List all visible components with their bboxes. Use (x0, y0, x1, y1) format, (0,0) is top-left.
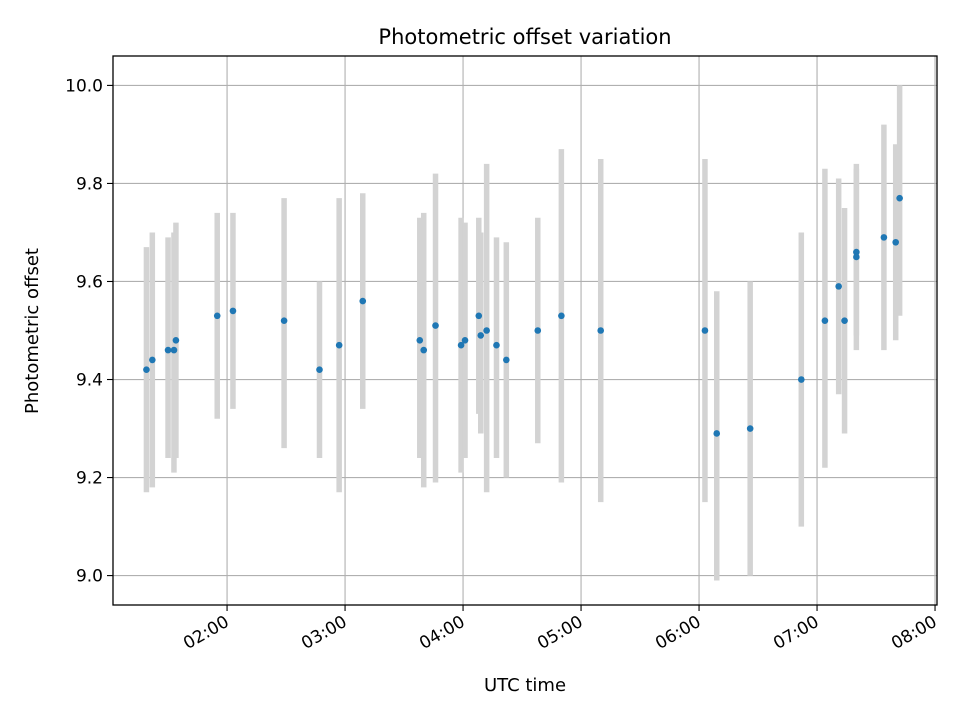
data-point (359, 297, 367, 305)
data-point (880, 234, 888, 241)
data-point (416, 337, 424, 344)
y-tick-label: 9.8 (76, 174, 103, 194)
data-point (213, 312, 221, 320)
data-point (164, 346, 172, 354)
data-point (835, 283, 842, 290)
data-points (143, 194, 903, 437)
data-point (335, 341, 343, 349)
data-point (746, 425, 754, 432)
data-point (896, 194, 903, 202)
y-axis-ticks: 9.0 9.2 9.4 9.6 9.8 10.0 (65, 76, 113, 587)
data-point (503, 356, 510, 364)
y-tick-label: 10.0 (65, 76, 103, 96)
data-point (461, 337, 469, 344)
y-tick-label: 9.0 (76, 567, 103, 587)
y-tick-label: 9.4 (76, 371, 103, 391)
data-point (597, 327, 605, 334)
data-point (143, 366, 150, 374)
data-point (841, 317, 848, 324)
chart-title: Photometric offset variation (378, 25, 671, 49)
plot-area-frame (112, 55, 938, 606)
data-point (172, 337, 180, 344)
data-point (457, 341, 465, 349)
data-point (713, 430, 721, 437)
data-point (534, 327, 542, 334)
data-point (475, 312, 483, 320)
data-point (477, 332, 485, 339)
data-point (853, 253, 860, 261)
data-point (229, 307, 237, 315)
data-point (280, 317, 288, 324)
data-point (483, 327, 490, 334)
x-axis-title: UTC time (484, 675, 566, 696)
data-point (892, 238, 900, 246)
data-point (149, 356, 156, 364)
data-point (821, 317, 829, 324)
data-point (170, 346, 178, 354)
data-point (558, 312, 565, 320)
y-tick-label: 9.2 (76, 469, 103, 489)
data-point (798, 376, 805, 383)
data-point (432, 322, 439, 329)
data-point (316, 366, 323, 374)
data-point (701, 327, 709, 334)
data-point (420, 346, 428, 354)
y-axis-title: Photometric offset (22, 248, 43, 414)
data-point (853, 248, 860, 256)
y-tick-label: 9.6 (76, 272, 103, 292)
data-point (493, 341, 500, 349)
